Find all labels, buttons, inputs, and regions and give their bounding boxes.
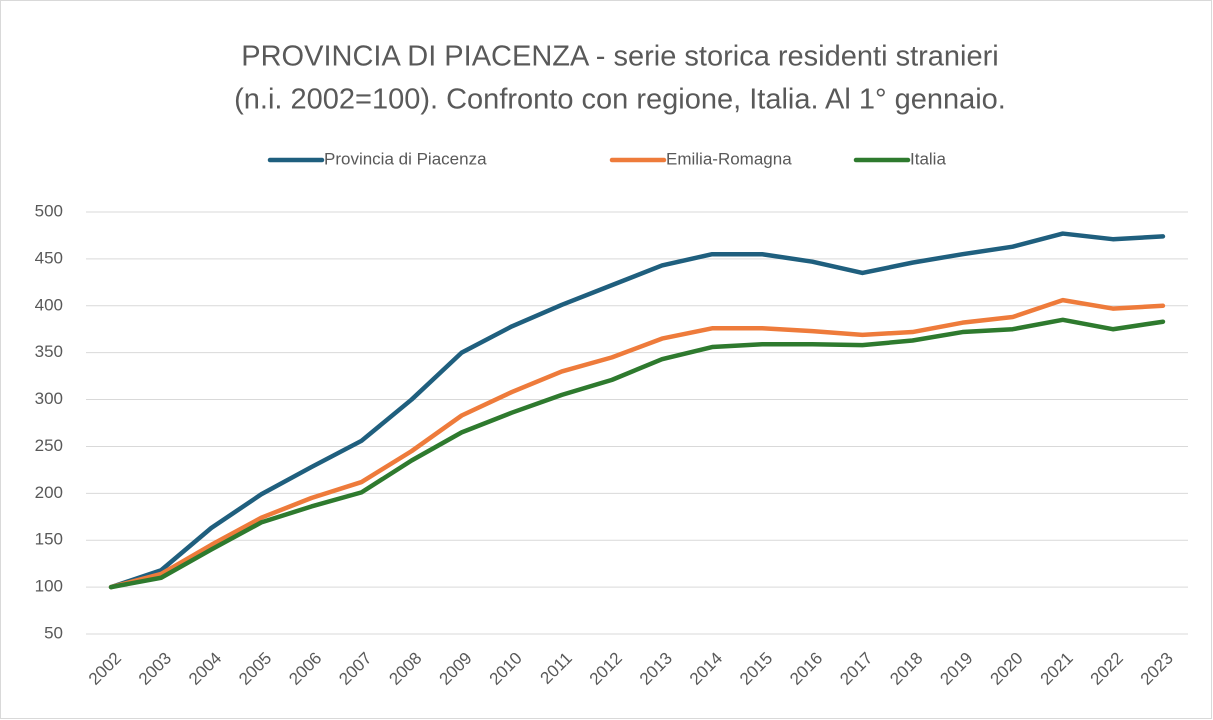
y-tick-label: 450 (35, 248, 63, 267)
y-tick-label: 150 (35, 530, 63, 549)
legend-label: Italia (910, 149, 946, 168)
y-tick-label: 50 (44, 623, 63, 642)
series-line (108, 317, 1166, 590)
y-tick-label: 100 (35, 577, 63, 596)
y-tick-label: 200 (35, 483, 63, 502)
y-tick-label: 250 (35, 436, 63, 455)
chart-title: PROVINCIA DI PIACENZA - serie storica re… (241, 41, 998, 73)
legend-label: Provincia di Piacenza (324, 149, 487, 168)
y-tick-label: 300 (35, 389, 63, 408)
y-tick-label: 500 (35, 201, 63, 220)
series-line (108, 297, 1166, 590)
y-tick-label: 400 (35, 295, 63, 314)
legend-label: Emilia-Romagna (666, 149, 792, 168)
chart-title: (n.i. 2002=100). Confronto con regione, … (234, 84, 1006, 116)
y-tick-label: 350 (35, 342, 63, 361)
series-line (108, 231, 1166, 590)
